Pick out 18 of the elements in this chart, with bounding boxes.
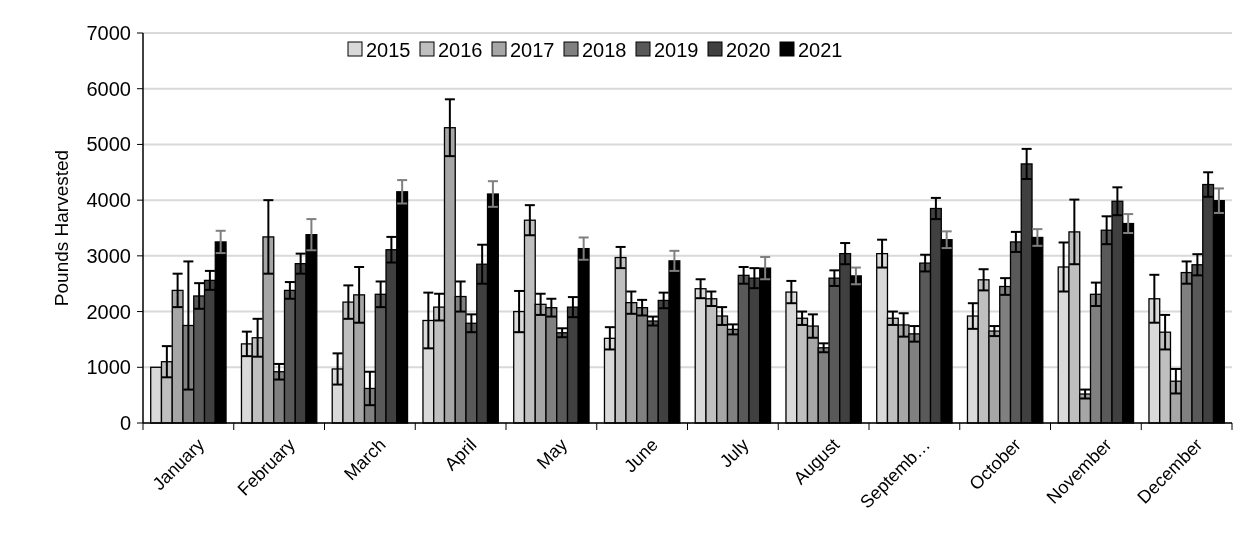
y-tick-label: 6000: [86, 77, 131, 100]
y-tick-label: 2000: [86, 300, 131, 323]
y-tick-label: 0: [119, 412, 131, 434]
legend-label: 2020: [726, 39, 771, 61]
y-tick-label: 7000: [86, 22, 131, 44]
x-tick-label: July: [715, 434, 753, 472]
legend-label: 2016: [438, 39, 483, 61]
legend-label: 2017: [510, 39, 555, 61]
y-axis-title: Pounds Harvested: [51, 149, 72, 307]
y-tick-label: 3000: [86, 244, 131, 267]
y-tick-label: 5000: [86, 133, 131, 156]
legend-label: 2019: [654, 39, 699, 61]
y-tick-label: 4000: [86, 189, 131, 212]
legend-label: 2015: [366, 39, 411, 61]
legend-label: 2018: [582, 39, 627, 61]
x-tick-label: May: [532, 434, 572, 473]
legend-label: 2021: [798, 39, 843, 61]
y-tick-label: 1000: [86, 356, 131, 379]
